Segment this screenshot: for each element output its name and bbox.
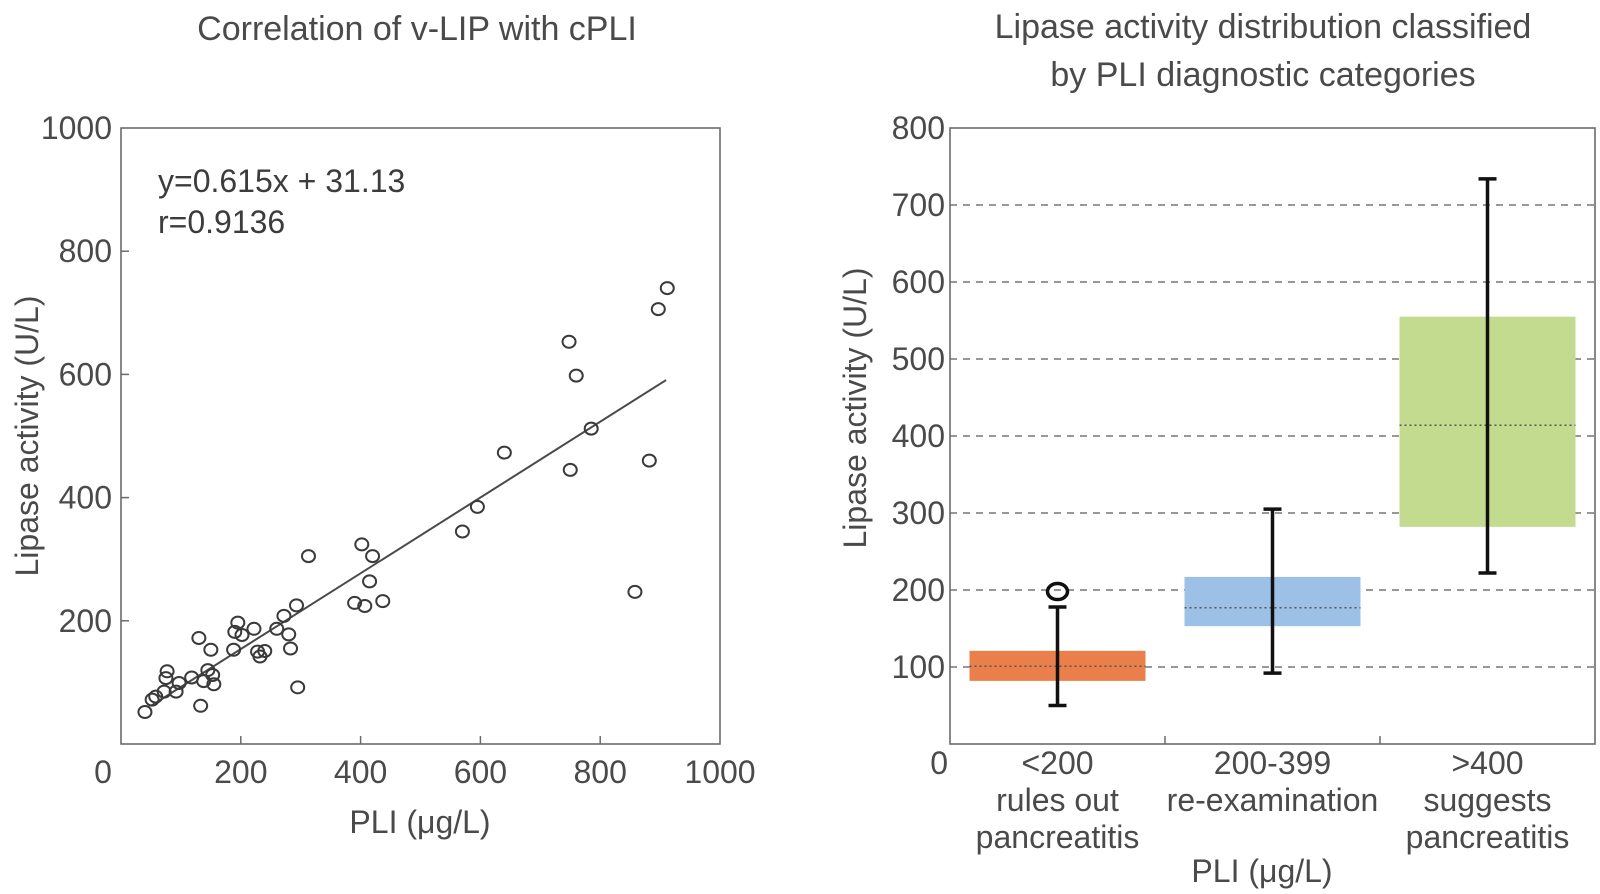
x-tick-label: 600 — [454, 754, 507, 790]
y-tick-label: 0 — [930, 745, 948, 781]
data-point — [641, 453, 657, 468]
x-tick-label: 200 — [214, 754, 267, 790]
category-label: suggests — [1423, 782, 1551, 818]
scatter-x-label: PLI (μg/L) — [349, 804, 490, 840]
scatter-ticks: 0 200 400 600 800 1000 200 400 600 800 1000 — [41, 110, 756, 790]
data-point — [650, 302, 666, 317]
data-point — [562, 462, 578, 477]
data-point — [659, 281, 675, 296]
data-point — [230, 615, 246, 630]
data-point — [354, 537, 370, 552]
data-point — [191, 631, 207, 646]
scatter-title: Correlation of v-LIP with cPLI — [197, 10, 637, 48]
scatter-points — [137, 281, 675, 719]
data-point — [289, 598, 305, 613]
data-point — [365, 549, 381, 564]
x-tick-label: 400 — [334, 754, 387, 790]
category-label: <200 — [1021, 745, 1093, 781]
y-tick-label: 100 — [892, 649, 945, 685]
y-tick-label: 800 — [892, 110, 945, 146]
data-point — [469, 499, 485, 514]
data-point — [144, 692, 160, 707]
box-x-label: PLI (μg/L) — [1191, 853, 1332, 889]
data-point — [347, 595, 363, 610]
data-point — [568, 368, 584, 383]
data-point — [171, 676, 187, 691]
data-point — [156, 684, 172, 699]
y-tick-label: 1000 — [41, 110, 112, 146]
data-point — [158, 671, 174, 686]
data-point — [269, 621, 285, 636]
data-point — [276, 608, 292, 623]
data-point — [375, 594, 391, 609]
regression-line — [150, 379, 667, 707]
data-point — [193, 698, 209, 713]
data-point — [227, 624, 243, 639]
y-tick-label: 200 — [892, 572, 945, 608]
box-elements — [969, 177, 1576, 708]
y-tick-label: 500 — [892, 341, 945, 377]
data-point — [583, 421, 599, 436]
data-point — [205, 668, 221, 683]
y-tick-label: 400 — [892, 418, 945, 454]
y-tick-label: 800 — [59, 233, 112, 269]
category-label: 200-399 — [1214, 745, 1331, 781]
scatter-equation: y=0.615x + 31.13 — [158, 163, 405, 199]
category-label: >400 — [1451, 745, 1523, 781]
y-tick-label: 600 — [59, 356, 112, 392]
x-tick-label: 800 — [574, 754, 627, 790]
box-plot-frame — [949, 127, 1596, 745]
scatter-plot-frame — [120, 127, 721, 745]
data-point — [300, 549, 316, 564]
scatter-y-label: Lipase activity (U/L) — [9, 296, 45, 577]
y-tick-label: 600 — [892, 264, 945, 300]
data-point — [281, 627, 297, 642]
data-point — [496, 445, 512, 460]
y-tick-label: 400 — [59, 480, 112, 516]
outlier-point — [1045, 581, 1070, 602]
box-title-line-1: Lipase activity distribution classified — [995, 8, 1532, 46]
category-label: re-examination — [1167, 782, 1379, 818]
x-tick-label: 0 — [94, 754, 112, 790]
data-point — [357, 599, 373, 614]
data-point — [362, 574, 378, 589]
category-label: pancreatitis — [976, 819, 1140, 855]
data-point — [561, 334, 577, 349]
y-tick-label: 200 — [59, 603, 112, 639]
data-point — [283, 641, 299, 656]
y-tick-label: 300 — [892, 495, 945, 531]
box-chart: Lipase activity distribution classified … — [837, 8, 1596, 889]
box-title-line-2: by PLI diagnostic categories — [1050, 56, 1475, 94]
x-tick-label: 1000 — [684, 754, 755, 790]
data-point — [226, 642, 242, 657]
category-label: rules out — [996, 782, 1119, 818]
data-point — [137, 704, 153, 719]
data-point — [290, 680, 306, 695]
category-label: pancreatitis — [1406, 819, 1570, 855]
box-y-label: Lipase activity (U/L) — [837, 268, 873, 549]
data-point — [206, 677, 222, 692]
data-point — [454, 524, 470, 539]
data-point — [159, 664, 175, 679]
data-point — [203, 642, 219, 657]
data-point — [168, 684, 184, 699]
data-point — [627, 584, 643, 599]
scatter-r-value: r=0.9136 — [158, 204, 285, 240]
data-point — [246, 621, 262, 636]
box-ticks: 0 100 200 300 400 500 600 700 800 — [892, 110, 1381, 781]
data-point — [257, 643, 273, 658]
data-point — [234, 627, 250, 642]
scatter-chart: Correlation of v-LIP with cPLI 0 200 400 60… — [9, 10, 756, 840]
y-tick-label: 700 — [892, 187, 945, 223]
